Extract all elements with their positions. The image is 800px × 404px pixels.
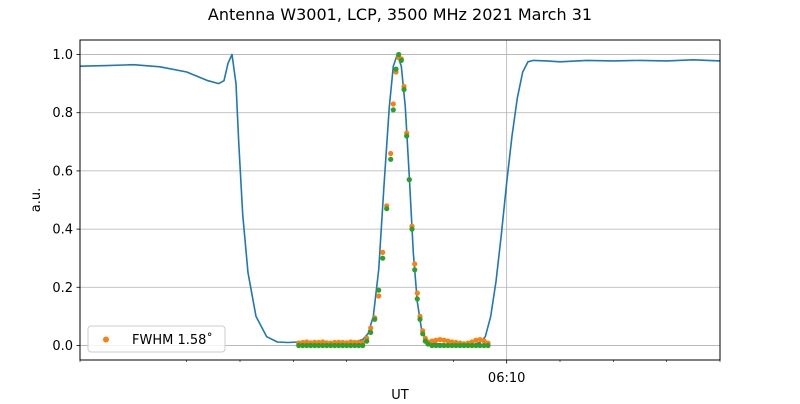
green-point [409,226,415,232]
green-point [445,342,451,349]
green-point [328,342,334,349]
orange-point [445,338,451,344]
green-point [412,267,418,273]
y-axis: 0.0 0.2 0.4 0.6 0.8 1.0 [52,48,80,354]
orange-point [429,338,435,344]
x-axis: 06:10 [79,360,721,386]
orange-point [473,337,479,343]
green-point [364,338,370,344]
green-point [388,156,394,162]
green-point [417,316,423,322]
green-point [396,51,402,58]
green-point [465,342,471,349]
green-point [312,342,318,349]
green-point [441,342,447,349]
y-tick-label: 0.6 [52,164,73,179]
green-point [308,342,314,349]
y-tick-label: 0.4 [52,223,73,238]
green-point [316,342,322,349]
orange-point [388,150,394,157]
plot-frame [79,39,721,361]
green-point [372,316,378,322]
green-point [368,329,374,335]
x-axis-label: UT [391,388,409,400]
green-point [332,342,338,349]
green-point [477,342,483,349]
series-line [79,53,721,346]
orange-point [376,293,382,299]
green-point [469,342,475,349]
green-point [376,287,382,293]
green-point [380,255,386,261]
green-point [390,107,396,113]
green-point [420,331,426,337]
orange-point [441,337,447,343]
green-point [344,342,350,349]
green-point [406,177,412,183]
green-point [320,342,326,349]
green-point [348,342,354,349]
green-point [324,342,330,349]
green-point [414,296,420,302]
green-point [433,342,439,349]
grid-layer [80,40,720,360]
green-point [481,342,487,349]
orange-point [481,338,487,344]
orange-point [433,337,439,343]
y-tick-label: 0.0 [52,339,73,354]
green-point [449,342,455,349]
green-point [473,342,479,349]
green-point [336,342,342,349]
y-tick-label: 0.2 [52,281,73,296]
green-point [384,206,390,212]
x-tick-label: 06:10 [488,371,525,386]
green-point [429,342,435,349]
green-point [457,342,463,349]
green-point [340,342,346,349]
orange-point [437,337,443,343]
green-point [300,342,306,349]
orange-point [368,325,374,331]
y-axis-label: a.u. [29,188,44,212]
legend-label: FWHM 1.58˚ [132,332,213,348]
orange-point [414,290,420,296]
green-point [485,342,491,349]
orange-point [412,261,418,267]
green-point [356,342,362,349]
green-point [453,342,459,349]
green-point [393,66,399,72]
green-point [296,342,302,349]
orange-point [477,337,483,343]
green-point [398,57,404,64]
green-point [352,342,358,349]
green-point [425,341,431,347]
green-point [360,342,366,349]
legend-box [87,325,226,353]
green-point [304,342,310,349]
green-point [437,342,443,349]
orange-point [380,249,386,255]
chart-title: Antenna W3001, LCP, 3500 MHz 2021 March … [208,5,592,24]
y-tick-label: 0.8 [52,106,73,121]
legend: FWHM 1.58˚ [87,325,226,353]
legend-marker [103,336,109,343]
green-point [461,342,467,349]
orange-point [390,101,396,107]
green-point [404,133,410,139]
y-tick-label: 1.0 [52,48,73,63]
series-layer [79,51,721,349]
green-point [401,86,407,93]
